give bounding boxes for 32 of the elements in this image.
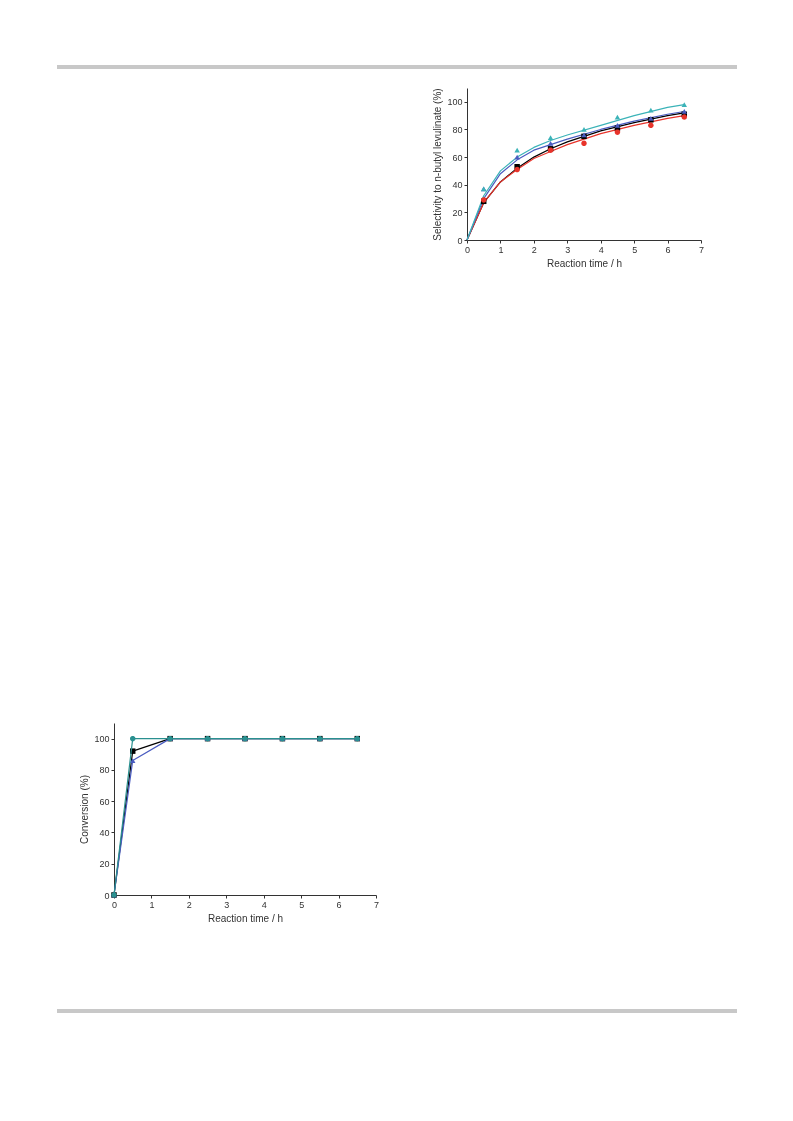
y-tick-label: 60 — [99, 796, 110, 807]
x-tick-label: 0 — [464, 244, 471, 255]
x-tick-label: 4 — [598, 244, 604, 255]
x-axis-title: Reaction time / h — [546, 257, 623, 269]
y-tick-label: 0 — [457, 235, 463, 246]
x-tick-label: 0 — [111, 899, 118, 910]
x-tick-label: 3 — [565, 244, 571, 255]
x-tick-label: 7 — [373, 899, 380, 910]
y-tick-label: 40 — [452, 180, 463, 191]
y-tick-label: 40 — [99, 827, 110, 838]
x-tick-label: 2 — [531, 244, 537, 255]
y-tick-label: 100 — [94, 734, 110, 745]
x-tick-label: 6 — [336, 899, 342, 910]
x-axis-title: Reaction time / h — [207, 912, 284, 924]
y-tick-label: 20 — [452, 207, 463, 218]
x-tick-label: 6 — [665, 244, 671, 255]
y-tick-label: 60 — [452, 152, 463, 163]
y-axis-title: Selectivity to n-butyl levulinate (%) — [432, 88, 444, 241]
x-tick-label: 1 — [498, 244, 504, 255]
y-tick-label: 100 — [447, 97, 463, 108]
y-axis-title: Conversion (%) — [79, 775, 91, 844]
x-tick-label: 5 — [299, 899, 305, 910]
x-tick-label: 4 — [261, 899, 267, 910]
x-tick-label: 5 — [632, 244, 638, 255]
y-tick-label: 20 — [99, 859, 110, 870]
y-tick-label: 80 — [99, 765, 110, 776]
x-tick-label: 2 — [186, 899, 192, 910]
x-tick-label: 1 — [149, 899, 155, 910]
y-tick-label: 0 — [104, 890, 110, 901]
x-tick-label: 3 — [224, 899, 230, 910]
y-tick-label: 80 — [452, 124, 463, 135]
x-tick-label: 7 — [698, 244, 705, 255]
